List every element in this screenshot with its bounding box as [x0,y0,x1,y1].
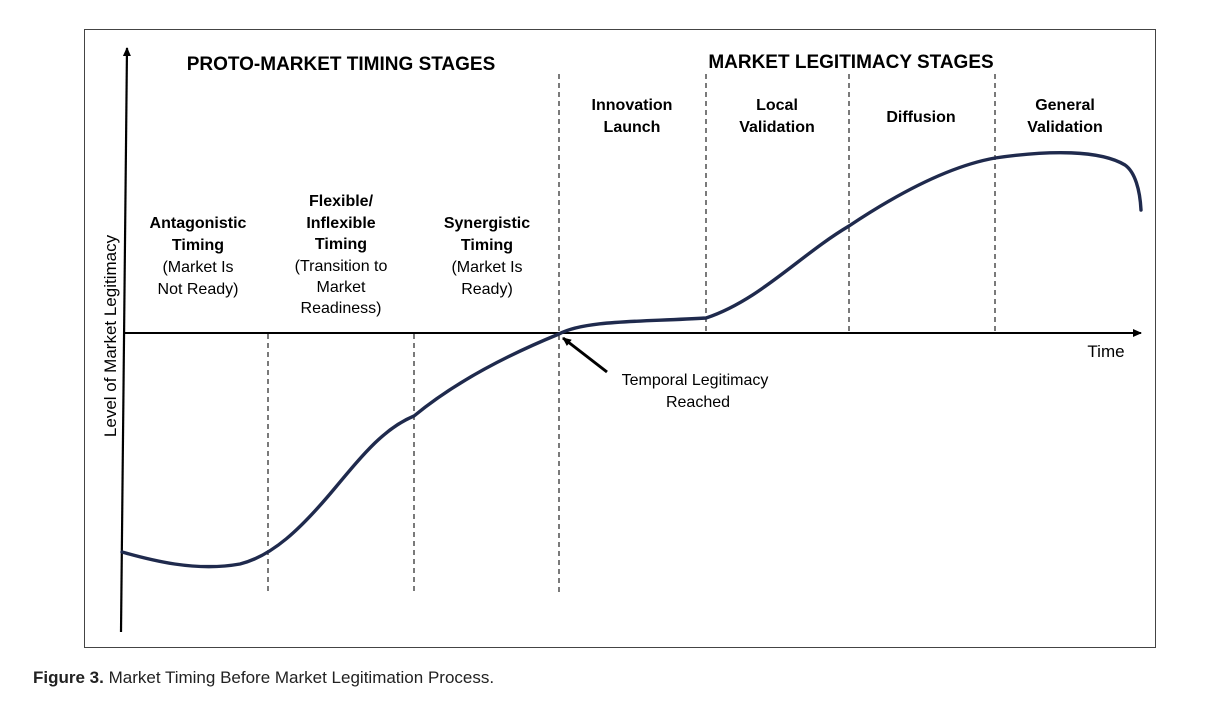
stage-local-validation: Local Validation [739,97,815,136]
annotation-line-1: Temporal Legitimacy [622,372,769,389]
stage-flexible-desc-3: Readiness) [301,300,382,317]
stage-flexible-title-1: Flexible/ [309,193,374,210]
stage-diffusion-title-1: Diffusion [886,109,955,126]
stage-antagonistic: Antagonistic Timing (Market Is Not Ready… [150,215,247,298]
stage-flexible-title-2: Inflexible [306,215,375,232]
stage-synergistic-desc-1: (Market Is [451,259,522,276]
stage-local-title-1: Local [756,97,798,114]
legitimacy-curve [120,150,1143,569]
stage-innovation-launch: Innovation Launch [592,97,673,136]
stage-flexible-desc-2: Market [317,279,366,296]
stage-synergistic-desc-2: Ready) [461,281,513,298]
stage-local-title-2: Validation [739,119,815,136]
stage-synergistic-title-1: Synergistic [444,215,530,232]
market-legitimacy-title: MARKET LEGITIMACY STAGES [708,52,993,73]
figure-frame [84,29,1156,648]
proto-market-title: PROTO-MARKET TIMING STAGES [187,54,496,75]
stage-antagonistic-title-2: Timing [172,237,224,254]
figure-caption-text: Market Timing Before Market Legitimation… [108,668,495,687]
y-axis-label: Level of Market Legitimacy [101,234,120,437]
stage-diffusion: Diffusion [886,109,955,126]
stage-general-title-1: General [1035,97,1095,114]
stage-synergistic: Synergistic Timing (Market Is Ready) [444,215,530,298]
arrow-pointer-icon [562,336,608,374]
stage-antagonistic-desc-1: (Market Is [162,259,233,276]
x-axis-label: Time [1087,342,1124,361]
y-axis [119,47,131,633]
stage-antagonistic-desc-2: Not Ready) [158,281,239,298]
figure-caption-label: Figure 3. [33,668,104,687]
stage-innovation-title-2: Launch [604,119,661,136]
figure-caption: Figure 3. Market Timing Before Market Le… [33,668,494,688]
stage-flexible-desc-1: (Transition to [295,258,388,275]
stage-general-title-2: Validation [1027,119,1103,136]
stage-synergistic-title-2: Timing [461,237,513,254]
stage-flexible: Flexible/ Inflexible Timing (Transition … [295,193,388,317]
stage-general-validation: General Validation [1027,97,1103,136]
stage-innovation-title-1: Innovation [592,97,673,114]
stage-antagonistic-title-1: Antagonistic [150,215,247,232]
annotation-line-2: Reached [666,394,730,411]
stage-flexible-title-3: Timing [315,236,367,253]
